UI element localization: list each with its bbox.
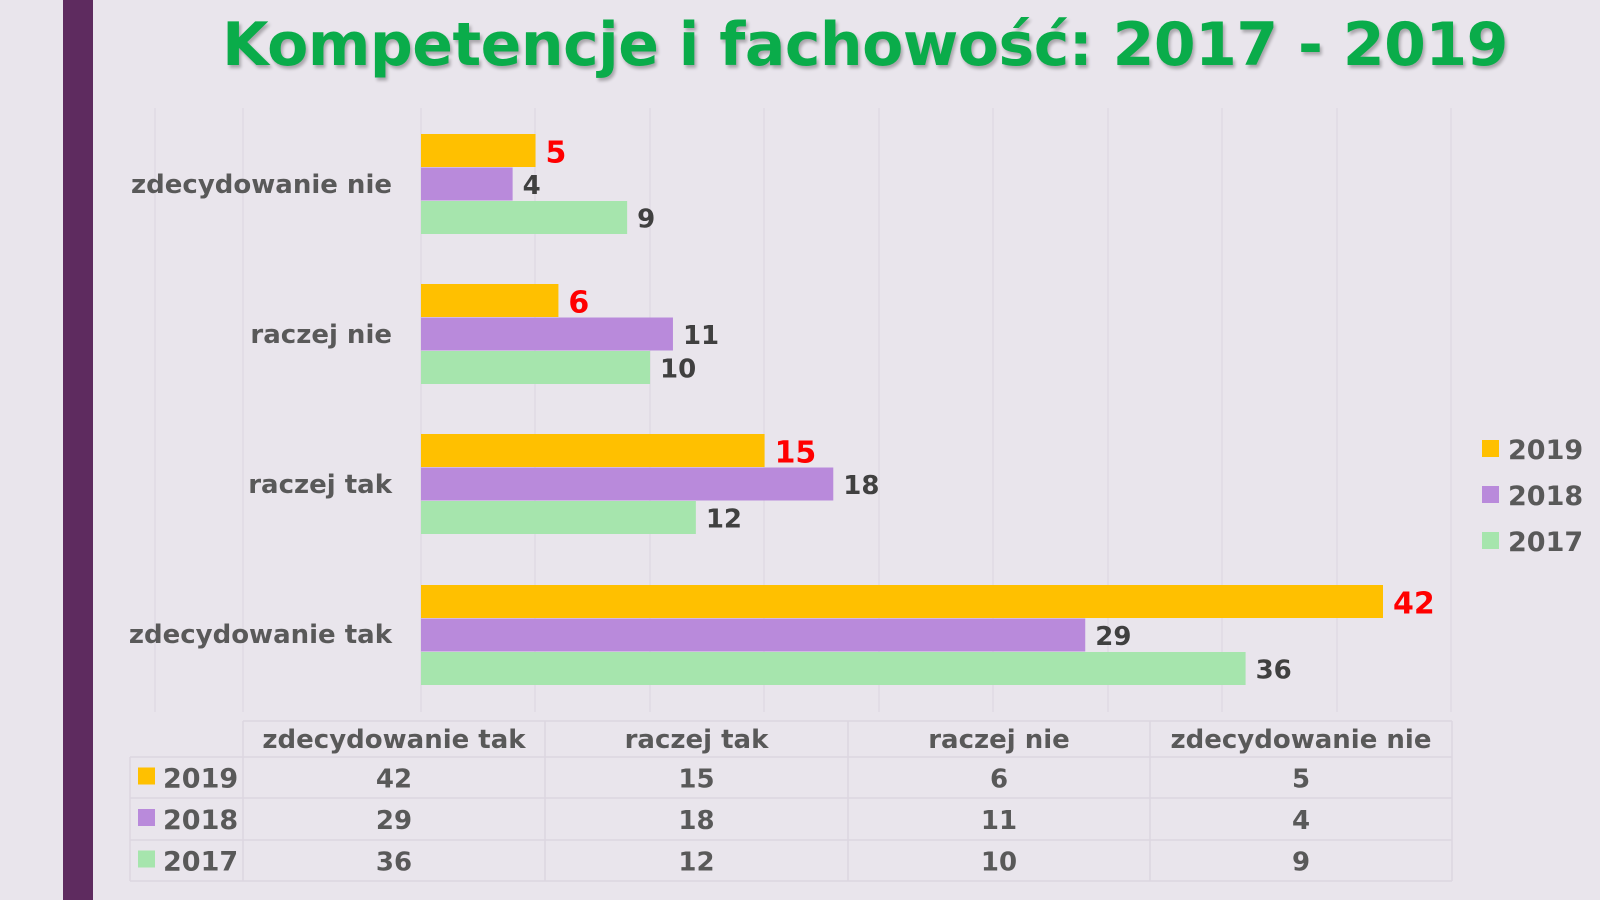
value-label-2017-1: 10 bbox=[660, 355, 696, 385]
bar-2017-0 bbox=[421, 201, 628, 234]
table-swatch-2017 bbox=[138, 850, 155, 868]
category-label-2: raczej tak bbox=[248, 470, 392, 500]
page-title: Kompetencje i fachowość: 2017 - 2019 bbox=[222, 10, 1508, 80]
table-series-label-2017: 2017 bbox=[163, 847, 238, 878]
table-swatch-2019 bbox=[138, 767, 155, 785]
value-label-2017-3: 36 bbox=[1256, 656, 1292, 686]
value-label-2019-1: 6 bbox=[568, 286, 589, 321]
legend: 2019 2018 2017 bbox=[1482, 435, 1583, 558]
value-label-2017-0: 9 bbox=[637, 205, 655, 235]
table-swatch-2018 bbox=[138, 809, 155, 826]
table-cell-2018-3: 4 bbox=[1292, 806, 1310, 836]
bar-2018-1 bbox=[421, 317, 673, 351]
table-cell-2019-3: 5 bbox=[1292, 765, 1310, 795]
value-label-2018-1: 11 bbox=[683, 321, 719, 351]
table-cell-2019-2: 6 bbox=[990, 765, 1008, 795]
table-header-0: zdecydowanie tak bbox=[262, 725, 526, 755]
table-cell-2018-2: 11 bbox=[981, 806, 1017, 836]
legend-swatch-2019 bbox=[1482, 440, 1499, 457]
category-labels: zdecydowanie nie raczej nie raczej tak zdec… bbox=[129, 170, 393, 650]
table-cell-2019-0: 42 bbox=[376, 765, 412, 795]
legend-label-2018: 2018 bbox=[1508, 481, 1583, 512]
category-label-0: zdecydowanie nie bbox=[131, 170, 392, 200]
legend-swatch-2018 bbox=[1482, 486, 1499, 503]
bar-2018-3 bbox=[421, 618, 1086, 652]
bar-2019-1 bbox=[421, 284, 559, 317]
legend-label-2019: 2019 bbox=[1508, 435, 1583, 466]
legend-swatch-2017 bbox=[1482, 532, 1499, 549]
value-label-2019-2: 15 bbox=[775, 436, 817, 471]
bars bbox=[421, 134, 1383, 685]
bar-2019-0 bbox=[421, 134, 536, 167]
legend-label-2017: 2017 bbox=[1508, 527, 1583, 558]
bar-2018-0 bbox=[421, 167, 513, 201]
table-header-3: zdecydowanie nie bbox=[1171, 725, 1432, 755]
bar-2017-1 bbox=[421, 351, 651, 384]
bar-2018-2 bbox=[421, 467, 834, 501]
table-header-2: raczej nie bbox=[928, 725, 1070, 755]
bar-2019-2 bbox=[421, 434, 765, 467]
table-cell-2017-3: 9 bbox=[1292, 848, 1310, 878]
table-cell-2019-1: 15 bbox=[678, 765, 714, 795]
table-cell-2017-2: 10 bbox=[981, 848, 1017, 878]
bar-2019-3 bbox=[421, 585, 1383, 618]
value-label-2019-3: 42 bbox=[1393, 587, 1435, 622]
table-cell-2017-1: 12 bbox=[678, 848, 714, 878]
table-series-label-2018: 2018 bbox=[163, 805, 238, 836]
value-labels: 54 9 6 11 10 15 18 12 42 29 36 bbox=[523, 136, 1435, 686]
table-cell-2017-0: 36 bbox=[376, 848, 412, 878]
table-cell-2018-0: 29 bbox=[376, 806, 412, 836]
accent-side-bar bbox=[63, 0, 93, 900]
value-label-2018-3: 29 bbox=[1095, 622, 1131, 652]
table-cell-2018-1: 18 bbox=[678, 806, 714, 836]
table-header-1: raczej tak bbox=[625, 725, 769, 755]
bar-2017-2 bbox=[421, 501, 696, 534]
data-table: zdecydowanie tak raczej tak raczej nie zdec… bbox=[129, 720, 1453, 882]
value-label-2017-2: 12 bbox=[706, 505, 742, 535]
category-label-3: zdecydowanie tak bbox=[129, 620, 393, 650]
value-label-2018-2: 18 bbox=[843, 471, 879, 501]
bar-2017-3 bbox=[421, 652, 1246, 685]
value-label-2018-0: 4 bbox=[523, 171, 541, 201]
value-label-2019-0: 5 bbox=[546, 136, 567, 171]
table-series-label-2019: 2019 bbox=[163, 764, 238, 795]
category-label-1: raczej nie bbox=[250, 320, 392, 350]
